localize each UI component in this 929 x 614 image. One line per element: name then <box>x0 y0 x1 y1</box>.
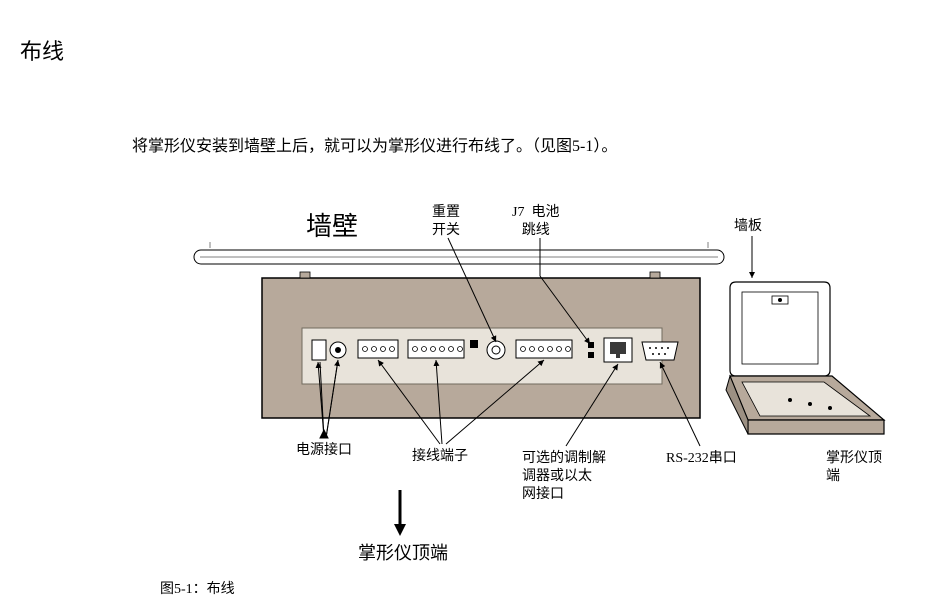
connectors <box>312 338 678 362</box>
device-body <box>262 272 700 418</box>
bottom-arrow <box>394 490 406 536</box>
hand-reader <box>726 282 884 434</box>
wiring-diagram <box>0 0 929 614</box>
